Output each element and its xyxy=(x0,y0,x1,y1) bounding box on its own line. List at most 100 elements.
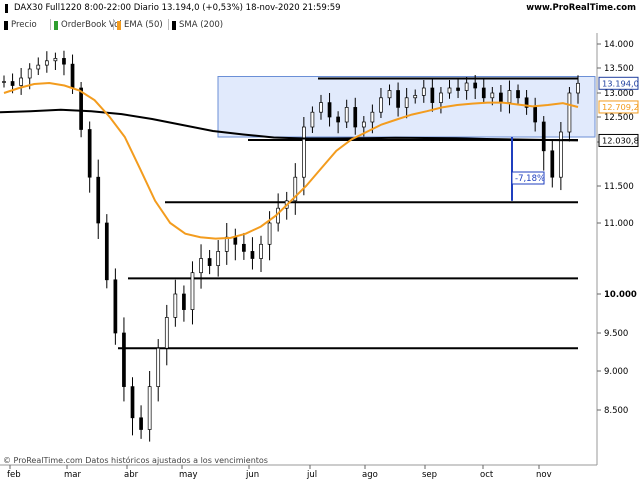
legend-item-orderbook[interactable]: OrderBook Vol xyxy=(54,19,122,31)
candle-body xyxy=(499,92,503,103)
x-tick-label: mar xyxy=(64,470,81,480)
candle-body xyxy=(44,60,49,66)
y-tick-label: 13.500 xyxy=(604,64,634,74)
candle-body xyxy=(481,87,486,99)
site-name: www.ProRealTime.com xyxy=(526,3,636,13)
candle-body xyxy=(36,64,41,70)
legend-item-ema[interactable]: EMA (50) xyxy=(117,19,163,31)
candle-body xyxy=(559,131,563,178)
x-tick-label: nov xyxy=(536,470,552,480)
drawdown-label-box xyxy=(511,171,545,185)
sma200-line xyxy=(0,108,579,142)
chart-title: DAX30 Full1220 8:00-22:00 Diario 13.194,… xyxy=(14,3,341,13)
candle-body xyxy=(396,90,400,108)
candle-body xyxy=(104,222,109,281)
candle-body xyxy=(19,77,23,86)
candle-body xyxy=(421,87,426,96)
candle-body xyxy=(464,82,469,91)
candle-body xyxy=(293,176,298,202)
candle-body xyxy=(79,87,83,130)
price-badge-label: 12.709,2 xyxy=(602,102,639,112)
candle-body xyxy=(404,97,409,108)
x-tick-label: abr xyxy=(124,470,139,480)
drawdown-label: -7,18% xyxy=(515,174,545,184)
candle-body xyxy=(473,82,478,89)
candle-body xyxy=(62,58,66,65)
candle-body xyxy=(439,92,443,103)
candle-body xyxy=(2,81,6,83)
candle-body xyxy=(156,347,161,387)
indicator-legend: Precio OrderBook Vol EMA (50) SMA (200) xyxy=(0,18,300,32)
candle-body xyxy=(10,81,15,86)
candle-body xyxy=(541,121,546,152)
x-tick-label: feb xyxy=(7,470,21,480)
y-tick-label: 8.500 xyxy=(604,406,628,416)
legend-swatch-icon xyxy=(172,20,176,30)
candle-body xyxy=(164,317,169,349)
candle-body xyxy=(413,95,418,99)
chart-header: DAX30 Full1220 8:00-22:00 Diario 13.194,… xyxy=(0,0,640,17)
candle-body xyxy=(319,102,323,113)
candle-body xyxy=(182,293,186,310)
instrument-icon xyxy=(5,4,8,13)
candle-body xyxy=(516,90,520,99)
x-tick-label: jun xyxy=(245,470,259,480)
ema50-line xyxy=(3,81,579,240)
candle-body xyxy=(139,417,143,430)
legend-divider xyxy=(113,19,114,30)
price-badge xyxy=(598,133,639,147)
candle-body xyxy=(113,279,118,334)
candle-body xyxy=(242,243,246,252)
candle-body xyxy=(387,90,392,99)
x-tick-label: sep xyxy=(422,470,437,480)
candle-body xyxy=(456,87,460,91)
candle-body xyxy=(130,386,135,419)
x-tick-label: jul xyxy=(306,470,317,480)
candle-body xyxy=(87,129,92,178)
y-tick-label: 11.500 xyxy=(604,182,634,192)
legend-swatch-icon xyxy=(117,20,121,30)
candle-body xyxy=(173,293,178,318)
candle-body xyxy=(447,87,452,94)
candle-body xyxy=(233,236,238,245)
candle-body xyxy=(199,258,203,274)
data-source-note: © ProRealTime.com Datos históricos ajust… xyxy=(3,456,268,465)
candle-body xyxy=(361,121,366,128)
candle-body xyxy=(370,111,375,123)
y-tick-label: 14.000 xyxy=(604,40,634,50)
y-tick-label: 12.500 xyxy=(604,113,634,123)
candle-body xyxy=(507,90,512,103)
candle-body xyxy=(53,58,58,62)
legend-divider xyxy=(50,19,51,30)
x-tick-label: ago xyxy=(362,470,378,480)
candle-body xyxy=(224,236,229,252)
candle-body xyxy=(344,107,349,123)
candle-body xyxy=(490,92,495,99)
candle-body xyxy=(190,272,195,310)
price-badge xyxy=(598,100,639,114)
candle-body xyxy=(302,126,306,178)
candle-body xyxy=(207,258,212,266)
y-tick-label: 11.000 xyxy=(604,219,634,229)
candle-body xyxy=(567,92,572,133)
price-badge-label: 13.194,0 xyxy=(602,78,639,88)
x-tick-label: oct xyxy=(480,470,494,480)
legend-item-sma[interactable]: SMA (200) xyxy=(172,19,223,31)
candle-body xyxy=(259,243,263,259)
price-badge xyxy=(598,76,639,90)
legend-swatch-icon xyxy=(54,20,58,30)
legend-item-precio[interactable]: Precio xyxy=(4,19,37,31)
y-tick-label: 9.000 xyxy=(604,367,628,377)
candle-body xyxy=(430,87,435,103)
candle-body xyxy=(96,176,101,224)
legend-divider xyxy=(168,19,169,30)
candle-body xyxy=(70,63,75,89)
candle-body xyxy=(550,150,555,178)
candle-body xyxy=(147,386,152,430)
candle-body xyxy=(327,102,332,118)
candle-body xyxy=(533,107,538,123)
candle-body xyxy=(310,111,315,128)
candle-body xyxy=(379,97,383,113)
candle-body xyxy=(267,222,272,245)
